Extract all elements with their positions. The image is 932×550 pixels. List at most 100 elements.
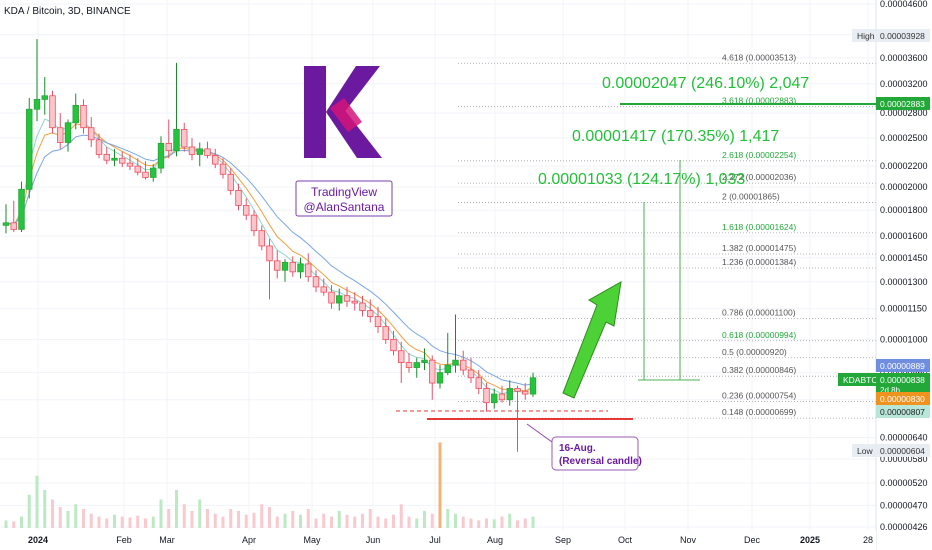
- volume-bar: [345, 514, 349, 528]
- volume-bar: [337, 510, 341, 528]
- candle: [336, 288, 343, 311]
- candle-body: [398, 350, 405, 363]
- price-badge: [876, 97, 930, 110]
- candle-body: [26, 108, 33, 190]
- candle: [274, 250, 281, 279]
- candle: [57, 113, 64, 149]
- price-badge-value: 0.00000807: [880, 407, 925, 417]
- candle: [173, 62, 180, 157]
- volume-bar: [74, 504, 78, 528]
- candle: [204, 141, 211, 159]
- price-tick: 0.00001450: [880, 253, 928, 263]
- volume-bar: [407, 516, 411, 528]
- volume-bar: [469, 518, 473, 528]
- candle: [359, 295, 366, 317]
- time-tick: Dec: [744, 535, 761, 545]
- candle-body: [157, 142, 165, 169]
- candle-body: [522, 390, 529, 395]
- candle-body: [142, 171, 149, 178]
- candle: [328, 285, 335, 309]
- volume-bar: [136, 515, 140, 528]
- candle: [429, 355, 436, 400]
- candle-body: [328, 291, 335, 304]
- volume-bar: [113, 514, 116, 528]
- time-axis[interactable]: [0, 530, 876, 550]
- candle: [26, 97, 33, 199]
- candle-body: [467, 369, 475, 379]
- candle-body: [204, 148, 211, 156]
- fib-label: 0.382 (0.00000846): [722, 365, 796, 375]
- candle-body: [529, 377, 537, 395]
- volume-bar: [516, 520, 519, 528]
- candle-body: [196, 148, 203, 155]
- candle: [111, 148, 118, 167]
- volume-bar: [20, 516, 23, 528]
- volume-bar: [105, 518, 109, 528]
- candle-body: [444, 364, 451, 373]
- volume-bar: [415, 518, 419, 528]
- volume-bar: [252, 512, 256, 528]
- candle-body: [289, 261, 296, 273]
- price-badge-value: 0.00002883: [880, 99, 925, 109]
- candle: [64, 119, 72, 152]
- candle: [297, 257, 304, 279]
- time-tick: Apr: [242, 535, 256, 545]
- candle-body: [41, 95, 48, 100]
- candle-body: [312, 276, 320, 288]
- candle-body: [95, 139, 103, 155]
- target-3-label: 0.00001033 (124.17%) 1,033: [538, 171, 745, 188]
- candle: [281, 259, 289, 282]
- candle-body: [134, 165, 141, 173]
- candle-body: [150, 167, 157, 178]
- candle: [374, 306, 382, 333]
- fib-label: 1.618 (0.00001624): [722, 222, 796, 232]
- candle: [157, 136, 165, 174]
- fib-label: 2 (0.00001865): [722, 191, 780, 201]
- candle-body: [405, 362, 413, 368]
- candle: [460, 350, 467, 376]
- candle-body: [390, 339, 397, 352]
- candle-body: [235, 190, 242, 206]
- candle-body: [436, 372, 444, 384]
- volume-bar: [58, 507, 62, 528]
- candle: [444, 332, 451, 376]
- candle: [475, 370, 482, 395]
- reversal-annotation: 16-Aug. (Reversal candle): [551, 436, 642, 471]
- candle: [72, 93, 79, 130]
- candle-body: [126, 162, 134, 167]
- volume-bar: [454, 513, 457, 528]
- price-tick: 0.00001300: [880, 277, 928, 287]
- candle: [2, 204, 10, 234]
- candle-body: [165, 142, 172, 152]
- price-tick: 0.00002000: [880, 182, 928, 192]
- price-tick: 0.00001150: [880, 304, 927, 314]
- volume-bar: [500, 516, 504, 528]
- price-badge: [876, 29, 930, 42]
- candle-body: [250, 214, 258, 232]
- candle-body: [33, 99, 41, 110]
- target-2-label: 0.00001417 (170.35%) 1,417: [572, 128, 779, 145]
- candle: [142, 161, 149, 180]
- candle-body: [212, 155, 219, 165]
- candle: [312, 270, 320, 293]
- volume-bar: [182, 504, 186, 528]
- time-tick: May: [303, 535, 321, 545]
- price-axis[interactable]: [876, 0, 932, 550]
- candle: [33, 39, 41, 122]
- candle-body: [475, 377, 482, 389]
- candle: [103, 147, 110, 165]
- candle: [467, 357, 475, 384]
- fib-label: 0.5 (0.00000920): [722, 347, 787, 357]
- candle: [119, 151, 126, 168]
- chart-title: KDA / Bitcoin, 3D, BINANCE: [4, 6, 131, 17]
- candle: [49, 90, 56, 134]
- volume-bar: [27, 494, 31, 528]
- candle: [305, 253, 312, 282]
- volume-bar: [221, 516, 225, 528]
- fib-label: 2.272 (0.00002036): [722, 172, 796, 182]
- volume-bar: [229, 509, 233, 528]
- price-tick: 0.00002500: [880, 133, 928, 143]
- candle: [367, 299, 374, 323]
- annotation-line2: (Reversal candle): [559, 456, 642, 467]
